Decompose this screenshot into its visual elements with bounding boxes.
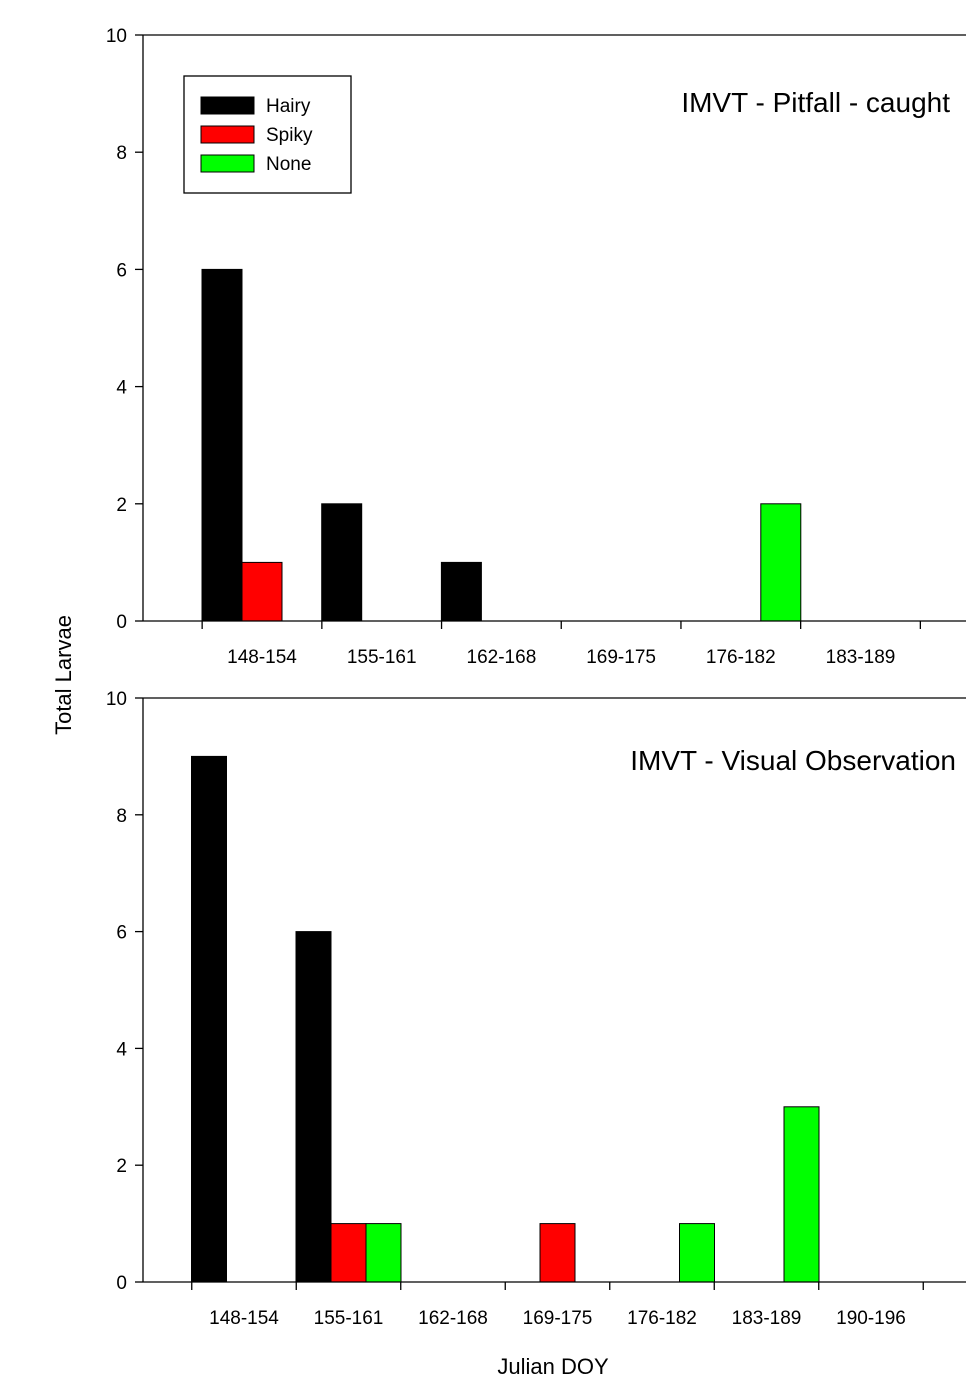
panel-title: IMVT - Visual Observation <box>630 745 956 776</box>
bar-hairy-155-161 <box>321 503 363 622</box>
y-tick-label-0: 0 <box>116 1273 127 1294</box>
y-tick-label-2: 2 <box>116 1156 127 1177</box>
y-axis-label: Total Larvae <box>51 615 76 735</box>
bar-spiky-169-175 <box>539 1223 576 1283</box>
x-tick-label-176-182: 176-182 <box>706 647 776 668</box>
legend-label-none: None <box>266 154 311 175</box>
x-tick-label-169-175: 169-175 <box>586 647 656 668</box>
y-tick-label-6: 6 <box>116 923 127 944</box>
y-tick-label-4: 4 <box>116 1039 127 1060</box>
x-tick-label-176-182: 176-182 <box>627 1308 697 1329</box>
x-tick-label-190-196: 190-196 <box>836 1308 906 1329</box>
bar-hairy-155-161 <box>295 931 332 1283</box>
bar-none-176-182 <box>760 503 802 622</box>
legend: Hairy Spiky None <box>183 75 352 194</box>
bar-hairy-148-154 <box>191 755 227 1283</box>
bar-none-183-189 <box>783 1106 820 1283</box>
y-tick-label-0: 0 <box>116 612 127 633</box>
x-tick-label-162-168: 162-168 <box>467 647 537 668</box>
y-tick-label-2: 2 <box>116 495 127 516</box>
y-tick-label-6: 6 <box>116 260 127 281</box>
x-tick-label-183-189: 183-189 <box>732 1308 802 1329</box>
x-tick-label-155-161: 155-161 <box>314 1308 384 1329</box>
y-tick-label-10: 10 <box>106 689 127 710</box>
bar-spiky-148-154 <box>241 561 283 622</box>
y-tick-label-8: 8 <box>116 806 127 827</box>
bar-hairy-162-168 <box>440 561 482 622</box>
legend-swatch-spiky <box>200 125 255 144</box>
legend-label-spiky: Spiky <box>266 125 313 146</box>
bar-spiky-155-161 <box>330 1223 367 1283</box>
panel-title: IMVT - Pitfall - caught <box>681 87 950 118</box>
legend-swatch-hairy <box>200 96 255 115</box>
bar-none-155-161 <box>365 1223 402 1283</box>
bar-hairy-148-154 <box>201 268 243 622</box>
x-tick-label-162-168: 162-168 <box>418 1308 488 1329</box>
x-tick-label-155-161: 155-161 <box>347 647 417 668</box>
x-tick-label-148-154: 148-154 <box>227 647 297 668</box>
y-tick-label-8: 8 <box>116 143 127 164</box>
chart-panel-pitfall: 0 2 4 6 8 10 148-154 155-161 162-168 169-175 176-1… <box>106 26 966 668</box>
x-tick-label-148-154: 148-154 <box>209 1308 279 1329</box>
y-tick-label-4: 4 <box>116 378 127 399</box>
legend-swatch-none <box>200 154 255 173</box>
chart-panel-visual: 0 2 4 6 8 10 148-154 155-161 162-168 169-175 176-1… <box>106 689 966 1329</box>
legend-label-hairy: Hairy <box>266 96 311 117</box>
x-tick-label-169-175: 169-175 <box>523 1308 593 1329</box>
bar-none-176-182 <box>679 1223 715 1283</box>
x-tick-label-183-189: 183-189 <box>826 647 896 668</box>
x-axis-label: Julian DOY <box>497 1354 609 1377</box>
y-tick-label-10: 10 <box>106 26 127 47</box>
